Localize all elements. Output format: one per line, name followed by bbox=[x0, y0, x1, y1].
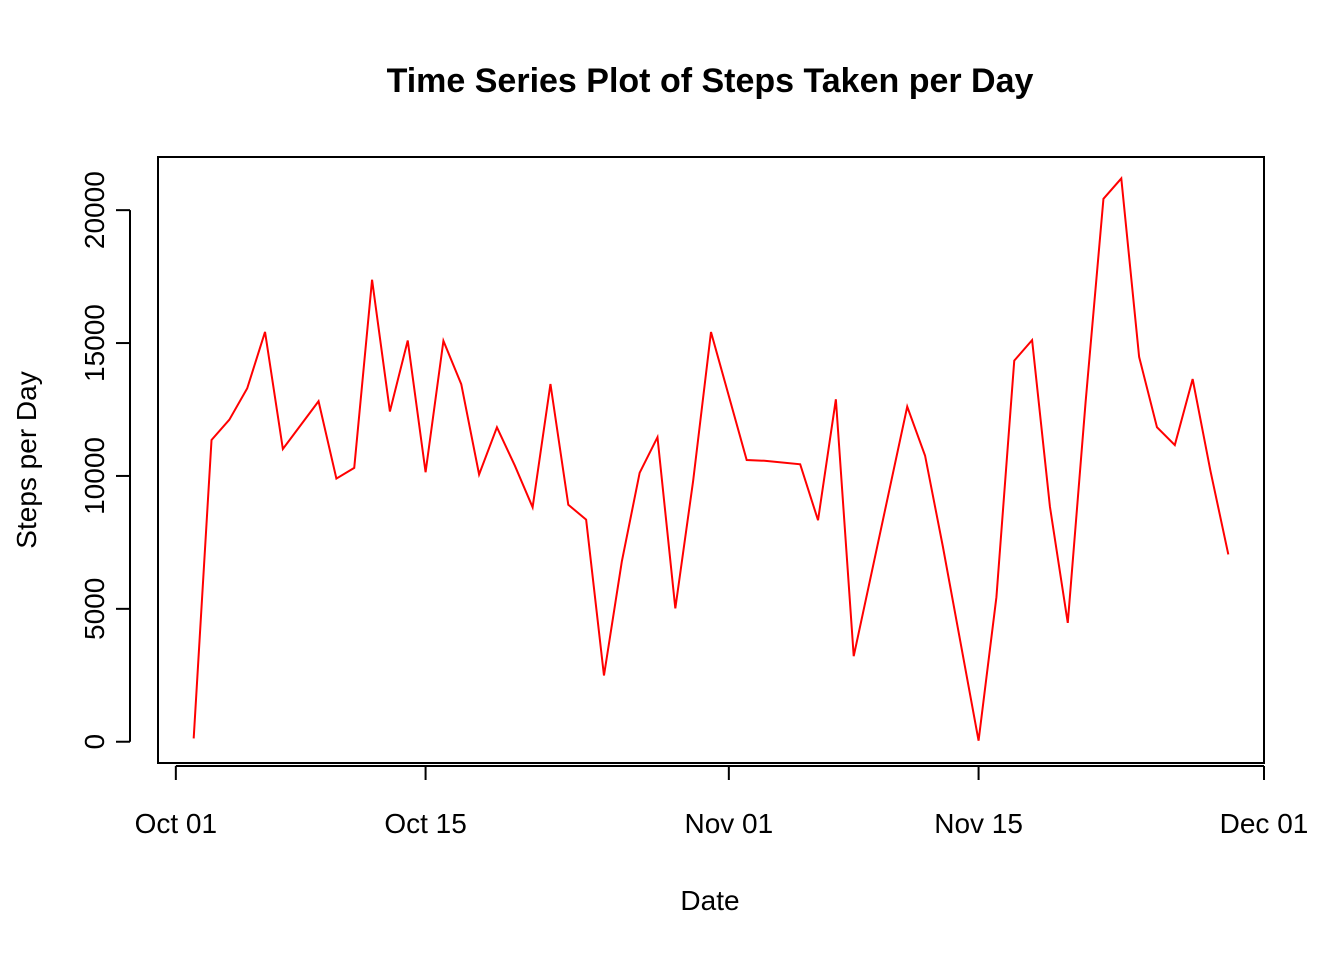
y-tick-label: 0 bbox=[79, 734, 110, 750]
x-tick-label: Nov 15 bbox=[934, 808, 1023, 839]
y-tick-label: 10000 bbox=[79, 437, 110, 515]
y-tick-label: 5000 bbox=[79, 578, 110, 640]
x-tick-label: Dec 01 bbox=[1220, 808, 1309, 839]
y-tick-label: 20000 bbox=[79, 171, 110, 249]
x-tick-label: Nov 01 bbox=[684, 808, 773, 839]
x-tick-label: Oct 15 bbox=[384, 808, 466, 839]
plot-area-box bbox=[157, 156, 1265, 764]
x-axis-label: Date bbox=[680, 885, 739, 916]
chart-title: Time Series Plot of Steps Taken per Day bbox=[387, 62, 1034, 100]
series-layer bbox=[192, 176, 1230, 741]
y-axis-label: Steps per Day bbox=[11, 371, 42, 548]
y-tick-label: 15000 bbox=[79, 304, 110, 382]
x-tick-label: Oct 01 bbox=[135, 808, 217, 839]
x-axis: Oct 01 Oct 15 Nov 01 Nov 15 Dec 01 bbox=[135, 765, 1309, 839]
y-axis: 0 5000 10000 15000 20000 bbox=[79, 171, 131, 750]
series-line bbox=[192, 176, 1230, 741]
